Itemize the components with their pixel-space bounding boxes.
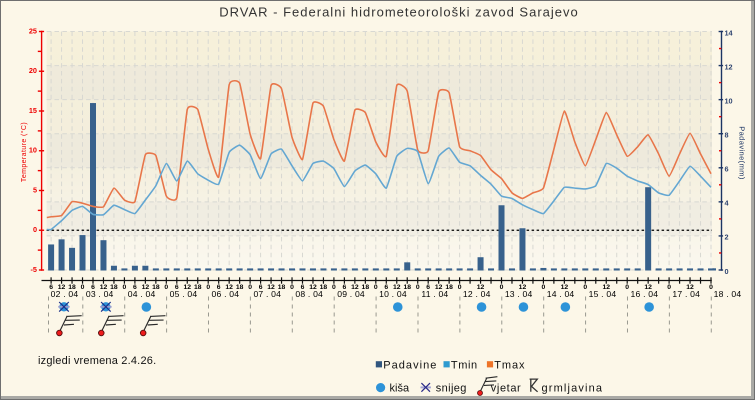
svg-text:15: 15 (29, 106, 37, 115)
svg-text:Tmin: Tmin (451, 360, 478, 372)
svg-text:0: 0 (542, 284, 546, 291)
svg-text:18: 18 (445, 284, 453, 291)
svg-text:6: 6 (175, 284, 179, 291)
svg-text:vjetar: vjetar (491, 383, 522, 395)
svg-text:Temperature (°C): Temperature (°C) (20, 122, 28, 182)
svg-text:0: 0 (458, 284, 462, 291)
svg-text:13 . 04: 13 . 04 (505, 289, 533, 299)
svg-text:18: 18 (68, 284, 76, 291)
svg-text:0: 0 (164, 284, 168, 291)
svg-text:0: 0 (33, 225, 37, 234)
svg-text:-5: -5 (31, 265, 38, 274)
svg-text:6: 6 (49, 284, 53, 291)
svg-text:6: 6 (301, 284, 305, 291)
svg-text:0: 0 (374, 284, 378, 291)
svg-text:12: 12 (602, 284, 610, 291)
svg-text:20: 20 (29, 66, 37, 75)
svg-text:0: 0 (290, 284, 294, 291)
svg-text:25: 25 (29, 26, 37, 35)
svg-text:6: 6 (133, 284, 137, 291)
svg-text:10 . 04: 10 . 04 (379, 289, 407, 299)
svg-text:0: 0 (709, 284, 713, 291)
svg-text:18: 18 (236, 284, 244, 291)
svg-text:12 . 04: 12 . 04 (463, 289, 491, 299)
svg-text:12: 12 (477, 284, 485, 291)
svg-text:4: 4 (725, 199, 730, 208)
svg-text:18 . 04: 18 . 04 (714, 289, 742, 299)
svg-text:12: 12 (725, 62, 733, 71)
svg-text:Padavine: Padavine (383, 360, 437, 372)
svg-text:10: 10 (725, 96, 733, 105)
svg-text:18: 18 (194, 284, 202, 291)
svg-text:18: 18 (362, 284, 370, 291)
svg-text:12: 12 (183, 284, 191, 291)
svg-text:0: 0 (416, 284, 420, 291)
svg-text:05 . 04: 05 . 04 (170, 289, 198, 299)
svg-text:0: 0 (725, 267, 729, 276)
svg-text:0: 0 (583, 284, 587, 291)
svg-text:12: 12 (267, 284, 275, 291)
svg-text:12: 12 (519, 284, 527, 291)
svg-text:15 . 04: 15 . 04 (589, 289, 617, 299)
svg-text:grmljavina: grmljavina (542, 383, 604, 395)
svg-text:07 . 04: 07 . 04 (253, 289, 281, 299)
svg-text:14: 14 (725, 28, 734, 37)
svg-text:5: 5 (33, 185, 37, 194)
svg-text:09 . 04: 09 . 04 (337, 289, 365, 299)
svg-text:14 . 04: 14 . 04 (547, 289, 575, 299)
svg-text:0: 0 (500, 284, 504, 291)
svg-text:03 . 04: 03 . 04 (86, 289, 114, 299)
svg-text:17 . 04: 17 . 04 (672, 289, 700, 299)
svg-text:12: 12 (393, 284, 401, 291)
svg-text:08 . 04: 08 . 04 (295, 289, 323, 299)
svg-text:18: 18 (278, 284, 286, 291)
svg-text:12: 12 (309, 284, 317, 291)
svg-text:6: 6 (259, 284, 263, 291)
svg-text:12: 12 (561, 284, 569, 291)
svg-text:0: 0 (625, 284, 629, 291)
svg-text:18: 18 (403, 284, 411, 291)
svg-text:12: 12 (100, 284, 108, 291)
svg-text:0: 0 (248, 284, 252, 291)
svg-text:12: 12 (225, 284, 233, 291)
svg-text:snijeg: snijeg (436, 383, 467, 395)
svg-text:04 . 04: 04 . 04 (128, 289, 156, 299)
svg-text:12: 12 (686, 284, 694, 291)
svg-text:0: 0 (123, 284, 127, 291)
svg-text:12: 12 (644, 284, 652, 291)
svg-text:DRVAR - Federalni hidrometeoro: DRVAR - Federalni hidrometeorološki zavo… (219, 5, 579, 20)
svg-text:18: 18 (152, 284, 160, 291)
svg-text:06 . 04: 06 . 04 (212, 289, 240, 299)
svg-text:6: 6 (426, 284, 430, 291)
svg-text:6: 6 (91, 284, 95, 291)
svg-text:12: 12 (435, 284, 443, 291)
svg-text:0: 0 (206, 284, 210, 291)
svg-text:02 . 04: 02 . 04 (51, 289, 79, 299)
svg-text:Tmax: Tmax (494, 360, 525, 372)
svg-text:6: 6 (725, 165, 729, 174)
svg-text:6: 6 (384, 284, 388, 291)
svg-text:6: 6 (217, 284, 221, 291)
svg-text:12: 12 (58, 284, 66, 291)
svg-text:16 . 04: 16 . 04 (631, 289, 659, 299)
svg-text:10: 10 (29, 146, 37, 155)
svg-text:0: 0 (332, 284, 336, 291)
svg-text:Padavine(mm): Padavine(mm) (738, 126, 747, 180)
svg-text:0: 0 (667, 284, 671, 291)
svg-text:12: 12 (142, 284, 150, 291)
svg-text:2: 2 (725, 233, 729, 242)
svg-text:kiša: kiša (390, 383, 410, 395)
svg-text:11 . 04: 11 . 04 (421, 289, 448, 299)
svg-text:6: 6 (342, 284, 346, 291)
svg-text:18: 18 (320, 284, 328, 291)
svg-text:18: 18 (110, 284, 118, 291)
svg-text:12: 12 (351, 284, 359, 291)
svg-text:8: 8 (725, 131, 729, 140)
svg-text:izgledi vremena 2.4.26.: izgledi vremena 2.4.26. (38, 355, 156, 367)
svg-text:0: 0 (81, 284, 85, 291)
